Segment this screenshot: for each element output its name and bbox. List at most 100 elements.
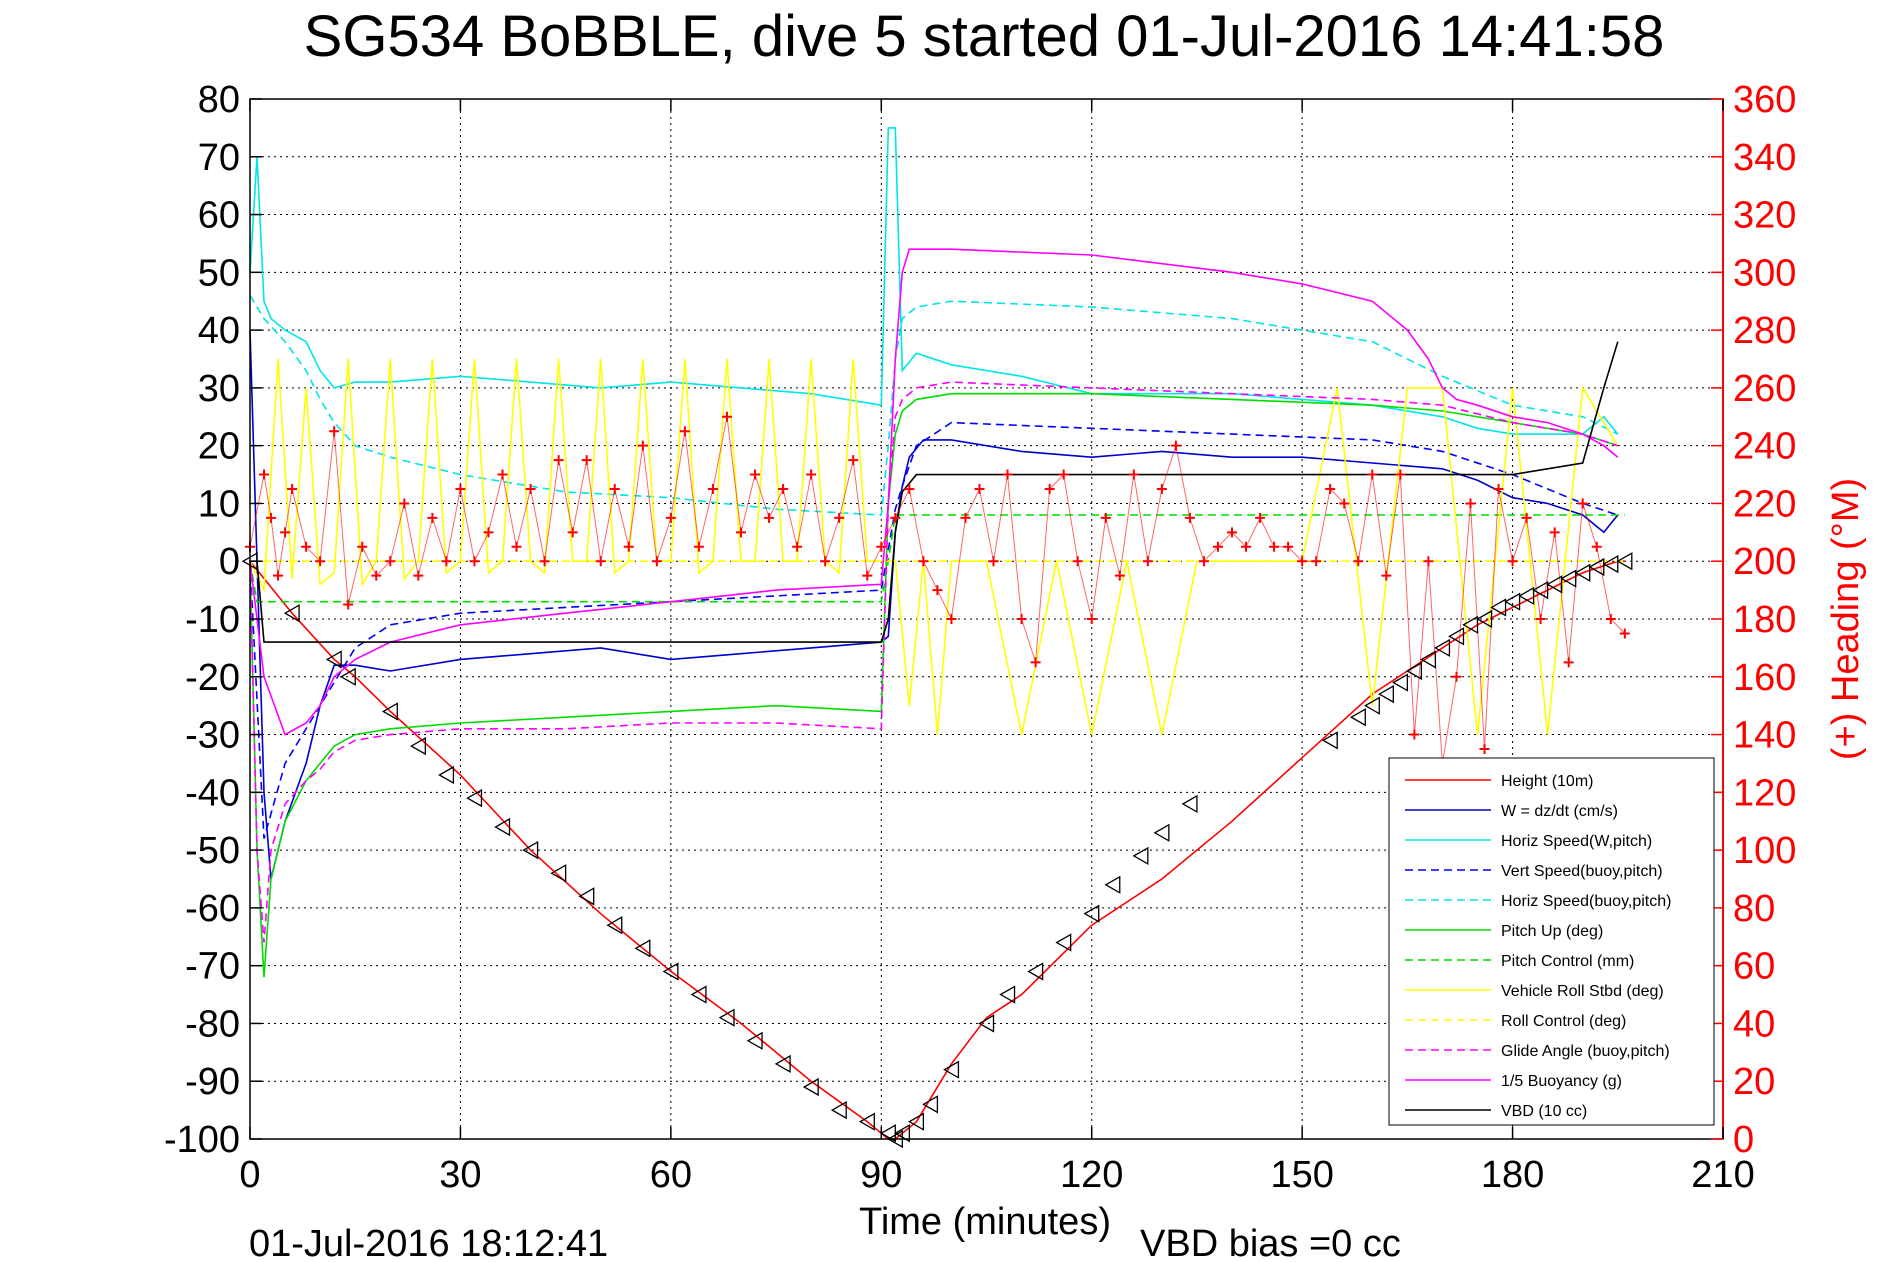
heading-marker [329, 426, 340, 437]
y2-tick-label: 200 [1733, 541, 1796, 583]
heading-marker [1605, 614, 1616, 624]
y2-tick-label: 40 [1733, 1003, 1775, 1045]
depth-marker [1363, 696, 1380, 715]
heading-marker [469, 556, 480, 567]
heading-marker [259, 469, 270, 480]
y2-tick-label: 260 [1733, 368, 1796, 410]
depth-marker [1574, 563, 1591, 582]
y2-tick-label: 180 [1733, 599, 1796, 641]
depth-marker [438, 765, 455, 785]
y2-tick-label: 20 [1733, 1061, 1775, 1103]
y2-tick-label: 0 [1733, 1119, 1754, 1161]
series-line-3 [249, 421, 1619, 839]
depth-marker [662, 962, 679, 981]
x-tick-label: 90 [860, 1154, 902, 1196]
heading-marker [848, 455, 859, 466]
depth-marker [774, 1054, 791, 1074]
y-tick-label: 80 [198, 79, 240, 121]
y-ticks: 80 70 60 50 40 30 20 10 0 -10 -20 -30 -40 -50 -60 -70 -8… [164, 79, 262, 1161]
series-line-6 [249, 514, 1625, 603]
legend-label: Roll Control (deg) [1501, 1013, 1626, 1030]
depth-marker [1518, 586, 1535, 606]
heading-marker [960, 512, 971, 523]
y2-tick-label: 60 [1733, 946, 1775, 988]
heading-marker [1086, 614, 1097, 624]
heading-marker [932, 585, 943, 596]
heading-marker [280, 527, 291, 538]
depth-marker [830, 1100, 847, 1120]
depth-marker [1602, 554, 1619, 574]
heading-marker [988, 556, 999, 567]
depth-marker [1055, 933, 1072, 952]
depth-marker [1153, 823, 1170, 842]
heading-marker [778, 484, 789, 494]
heading-marker [371, 570, 382, 581]
depth-marker [1027, 962, 1044, 981]
heading-marker [1507, 556, 1518, 567]
x-tick-label: 0 [239, 1154, 260, 1196]
depth-marker [1420, 650, 1437, 669]
legend-label: Pitch Control (mm) [1501, 953, 1634, 970]
legend-label: Horiz Speed(W,pitch) [1501, 833, 1652, 850]
depth-marker [1377, 684, 1394, 704]
y-tick-label: 30 [198, 368, 240, 410]
heading-marker [1156, 484, 1167, 494]
heading-marker [539, 556, 550, 567]
heading-marker [736, 527, 746, 538]
x-tick-label: 180 [1481, 1154, 1544, 1196]
depth-marker [1448, 627, 1465, 646]
depth-marker [718, 1008, 735, 1027]
series-line-9 [249, 381, 1619, 943]
heading-marker [1619, 628, 1630, 639]
depth-marker [802, 1077, 819, 1097]
heading-marker [399, 498, 410, 509]
y2-tick-label: 140 [1733, 715, 1796, 757]
heading-marker [693, 541, 704, 552]
heading-marker [1395, 469, 1406, 480]
legend-label: Vert Speed(buoy,pitch) [1501, 863, 1663, 880]
y-tick-label: -50 [185, 830, 240, 872]
heading-marker [1549, 527, 1560, 538]
depth-marker [550, 864, 567, 883]
heading-marker [1128, 469, 1139, 480]
heading-marker [1297, 556, 1308, 567]
heading-marker [343, 599, 354, 610]
heading-marker [1367, 469, 1378, 480]
y-tick-label: 10 [198, 483, 240, 525]
y2-tick-label: 120 [1733, 772, 1796, 814]
heading-marker [946, 614, 957, 624]
vbd-bias: VBD bias =0 cc [1140, 1223, 1401, 1262]
heading-marker [1423, 556, 1434, 567]
heading-marker [1465, 498, 1476, 509]
y-tick-label: -20 [185, 657, 240, 699]
legend-label: Vehicle Roll Stbd (deg) [1501, 983, 1664, 1000]
heading-marker [1381, 570, 1392, 581]
depth-marker [1321, 731, 1338, 750]
depth-marker [690, 985, 707, 1004]
depth-marker [494, 817, 511, 837]
depth-marker [1104, 875, 1121, 894]
heading-marker [1072, 556, 1083, 567]
depth-marker [922, 1095, 939, 1114]
heading-marker [1030, 657, 1041, 668]
depth-marker [381, 702, 398, 721]
heading-marker [567, 527, 578, 538]
heading-marker [665, 512, 676, 523]
heading-marker [792, 541, 803, 552]
x-axis-label: Time (minutes) [859, 1201, 1111, 1243]
heading-marker [1100, 512, 1111, 523]
depth-marker [978, 1014, 995, 1033]
legend: Height (10m) W = dz/dt (cm/s) Horiz Speed(… [1388, 757, 1715, 1126]
depth-marker [466, 788, 483, 808]
legend-label: W = dz/dt (cm/s) [1501, 803, 1618, 820]
y-tick-label: 50 [198, 252, 240, 294]
depth-marker [746, 1031, 763, 1050]
depth-marker [1181, 794, 1198, 814]
heading-marker [441, 556, 452, 567]
series-line-11 [250, 341, 1619, 643]
heading-marker [904, 484, 915, 494]
heading-marker [511, 541, 522, 552]
heading-marker [862, 570, 873, 581]
heading-marker [266, 512, 277, 523]
heading-marker [1170, 440, 1181, 451]
